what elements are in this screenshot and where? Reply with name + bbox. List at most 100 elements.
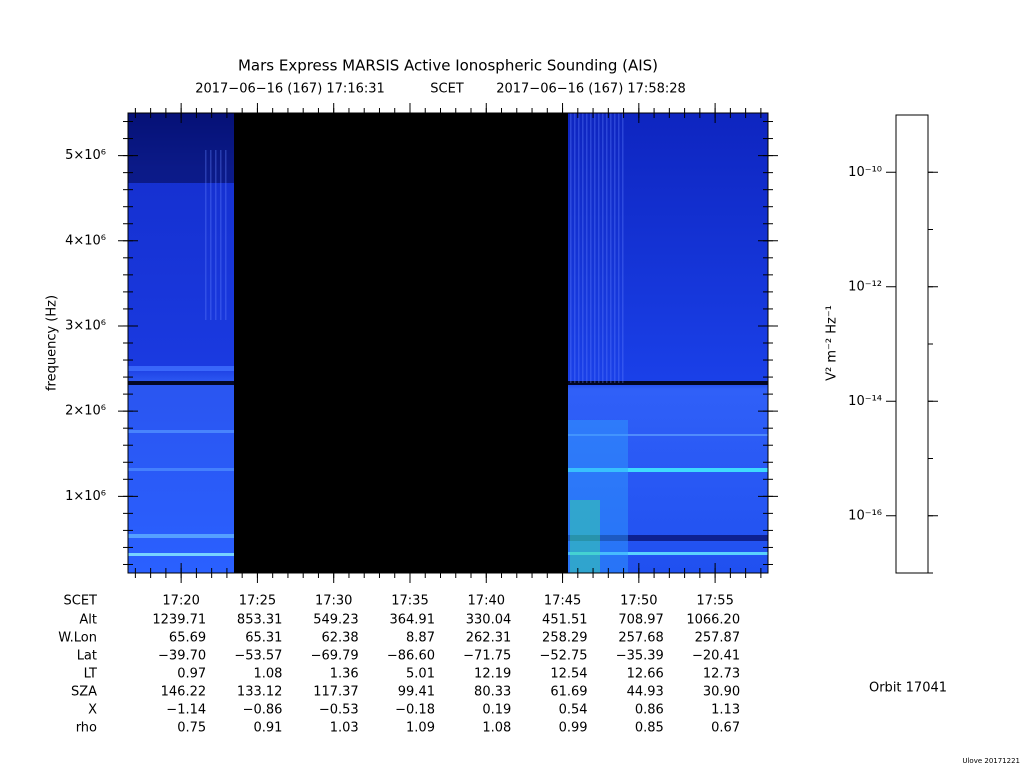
ephemeris-value: −86.60 bbox=[387, 649, 435, 664]
spectrum-band bbox=[568, 552, 768, 555]
spectrum-band bbox=[210, 150, 212, 320]
spectrum-band bbox=[128, 366, 234, 371]
spectrum-band bbox=[586, 113, 588, 383]
end-time: 2017−06−16 (167) 17:58:28 bbox=[496, 82, 686, 97]
ephemeris-value: 1239.71 bbox=[152, 613, 206, 628]
spectrum-panel bbox=[568, 113, 768, 573]
spectrum-band bbox=[578, 113, 580, 383]
ephemeris-value: 80.33 bbox=[474, 685, 511, 700]
spectrum-band bbox=[225, 150, 227, 320]
spectrum-band bbox=[606, 113, 608, 383]
spectrum-band bbox=[568, 468, 768, 472]
x-axis-label: SCET bbox=[64, 594, 98, 609]
ephemeris-value: 0.86 bbox=[635, 703, 664, 718]
colorbar-tick-label: 10⁻¹⁴ bbox=[848, 394, 882, 409]
ephemeris-value: 65.31 bbox=[245, 631, 282, 646]
ephemeris-value: 99.41 bbox=[398, 685, 435, 700]
ephemeris-value: 117.37 bbox=[313, 685, 359, 700]
spectrum-band bbox=[128, 381, 234, 385]
ephemeris-value: 549.23 bbox=[313, 613, 359, 628]
ephemeris-value: 133.12 bbox=[237, 685, 283, 700]
ephemeris-value: 1.09 bbox=[406, 721, 435, 736]
spectrum-band bbox=[598, 113, 600, 383]
y-tick-label: 3×10⁶ bbox=[65, 318, 106, 333]
spectrum-band bbox=[594, 113, 596, 383]
ephemeris-value: 0.85 bbox=[635, 721, 664, 736]
ephemeris-value: 12.66 bbox=[627, 667, 664, 682]
x-tick-label: 17:50 bbox=[620, 594, 657, 609]
ephemeris-value: −39.70 bbox=[158, 649, 206, 664]
spectrum-band bbox=[128, 534, 234, 538]
spectrum-band bbox=[614, 113, 616, 383]
row-label: SZA bbox=[71, 685, 97, 700]
spectrum-band bbox=[205, 150, 207, 320]
x-tick-label: 17:55 bbox=[696, 594, 733, 609]
ephemeris-value: 0.99 bbox=[559, 721, 588, 736]
y-tick-label: 1×10⁶ bbox=[65, 489, 106, 504]
ephemeris-value: −69.79 bbox=[311, 649, 359, 664]
ephemeris-value: 61.69 bbox=[550, 685, 587, 700]
ephemeris-value: −52.75 bbox=[539, 649, 587, 664]
spectrum-band bbox=[590, 113, 592, 383]
ephemeris-value: 257.68 bbox=[618, 631, 664, 646]
ephemeris-value: 5.01 bbox=[406, 667, 435, 682]
ephemeris-value: −0.86 bbox=[243, 703, 283, 718]
spectrum-panel bbox=[128, 113, 234, 573]
spectrum-band bbox=[618, 113, 620, 383]
ephemeris-value: 12.54 bbox=[550, 667, 587, 682]
spectrum-band bbox=[128, 113, 234, 183]
colorbar-tick-label: 10⁻¹² bbox=[848, 279, 882, 294]
ephemeris-value: 0.97 bbox=[177, 667, 206, 682]
spectrum-band bbox=[220, 150, 222, 320]
ephemeris-value: 0.75 bbox=[177, 721, 206, 736]
y-axis-label: frequency (Hz) bbox=[45, 295, 60, 391]
ephemeris-value: 1.13 bbox=[711, 703, 740, 718]
ephemeris-value: −53.57 bbox=[234, 649, 282, 664]
ephemeris-value: 257.87 bbox=[695, 631, 741, 646]
row-label: X bbox=[88, 703, 97, 718]
row-label: LT bbox=[84, 667, 97, 682]
ephemeris-value: 1.08 bbox=[253, 667, 282, 682]
title: Mars Express MARSIS Active Ionospheric S… bbox=[238, 57, 658, 75]
ephemeris-value: 330.04 bbox=[466, 613, 512, 628]
colorbar-tick-label: 10⁻¹⁰ bbox=[848, 165, 882, 180]
x-tick-label: 17:45 bbox=[544, 594, 581, 609]
y-tick-label: 5×10⁶ bbox=[65, 148, 106, 163]
spectrum-band bbox=[568, 535, 768, 541]
ephemeris-value: −71.75 bbox=[463, 649, 511, 664]
row-label: Alt bbox=[79, 613, 97, 628]
spectrum-band bbox=[570, 113, 572, 383]
ephemeris-value: 364.91 bbox=[389, 613, 435, 628]
ephemeris-value: −0.53 bbox=[319, 703, 359, 718]
y-tick-label: 4×10⁶ bbox=[65, 233, 106, 248]
ephemeris-value: 0.54 bbox=[559, 703, 588, 718]
ephemeris-value: 708.97 bbox=[618, 613, 664, 628]
start-time: 2017−06−16 (167) 17:16:31 bbox=[195, 82, 385, 97]
ephemeris-value: 0.91 bbox=[253, 721, 282, 736]
time-label: SCET bbox=[430, 82, 464, 97]
spectrum-band bbox=[128, 430, 234, 433]
colorbar bbox=[895, 114, 929, 574]
ephemeris-value: 0.19 bbox=[482, 703, 511, 718]
spectrum-band bbox=[568, 381, 768, 385]
row-label: W.Lon bbox=[58, 631, 97, 646]
x-tick-label: 17:25 bbox=[239, 594, 276, 609]
ephemeris-value: −0.18 bbox=[395, 703, 435, 718]
spectrum-band bbox=[568, 420, 628, 573]
ephemeris-value: 65.69 bbox=[169, 631, 206, 646]
ephemeris-value: 8.87 bbox=[406, 631, 435, 646]
ephemeris-value: 258.29 bbox=[542, 631, 588, 646]
ephemeris-value: 12.73 bbox=[703, 667, 740, 682]
ephemeris-value: 451.51 bbox=[542, 613, 588, 628]
spectrum-band bbox=[570, 500, 600, 573]
spectrum-band bbox=[568, 434, 768, 436]
ephemeris-value: 146.22 bbox=[161, 685, 207, 700]
ephemeris-value: 44.93 bbox=[627, 685, 664, 700]
x-tick-label: 17:30 bbox=[315, 594, 352, 609]
ephemeris-value: 853.31 bbox=[237, 613, 283, 628]
ephemeris-value: −20.41 bbox=[692, 649, 740, 664]
y-tick-label: 2×10⁶ bbox=[65, 404, 106, 419]
row-label: Lat bbox=[77, 649, 97, 664]
spectrum-band bbox=[128, 468, 234, 471]
